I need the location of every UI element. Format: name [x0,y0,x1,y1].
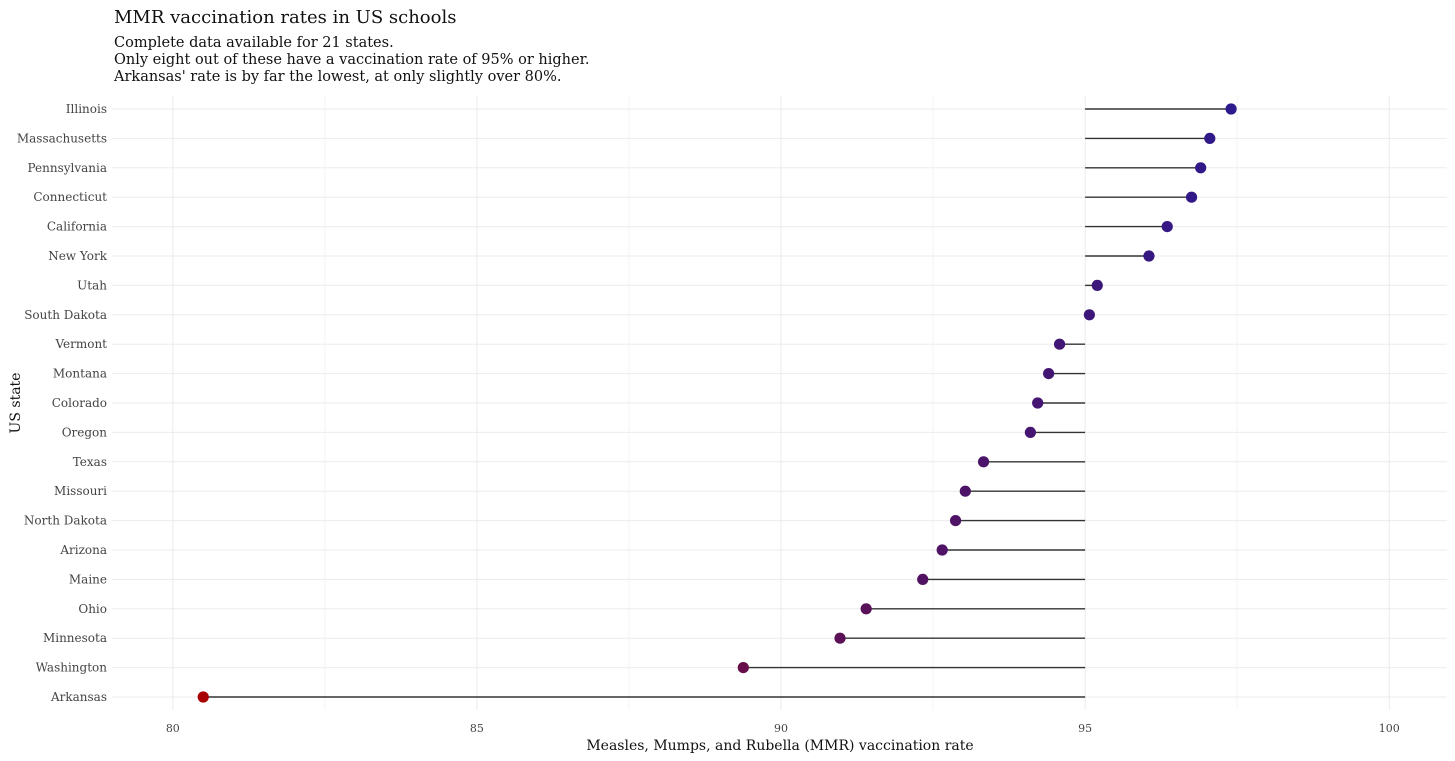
y-tick-label: Arizona [59,543,107,557]
data-point [949,515,962,527]
chart-subtitle-line-1: Complete data available for 21 states. [114,35,394,51]
y-tick-label: New York [48,249,108,263]
data-point [936,544,948,556]
data-point [1225,103,1237,115]
data-point [1143,250,1155,262]
y-tick-label: Illinois [66,102,107,116]
y-tick-label: South Dakota [24,308,107,322]
y-tick-label: Washington [36,661,108,675]
y-tick-label: California [47,220,107,234]
data-point [1204,132,1216,144]
data-point [1161,221,1173,233]
y-tick-label: North Dakota [24,514,107,528]
x-tick-label: 85 [470,722,484,735]
y-tick-label: Connecticut [33,190,107,204]
data-point [737,662,749,674]
data-point [1032,397,1044,409]
data-point [1053,338,1066,350]
data-point [834,632,846,644]
data-point [860,603,872,615]
x-tick-label: 90 [774,722,788,735]
y-tick-label: Texas [73,455,107,469]
chart-title: MMR vaccination rates in US schools [114,7,456,28]
chart-subtitle-line-3: Arkansas' rate is by far the lowest, at … [113,69,561,85]
lollipop-points [197,103,1237,703]
y-tick-label: Minnesota [43,631,107,645]
y-tick-label: Montana [53,367,107,381]
x-axis-tick-labels: 80 85 90 95 100 [166,722,1400,735]
data-point [1195,162,1207,174]
x-tick-label: 80 [166,722,180,735]
data-point [1091,279,1103,291]
y-tick-label: Arkansas [50,690,107,704]
y-axis-tick-labels: Illinois Massachusetts Pennsylvania Connect… [17,102,108,704]
y-tick-label: Missouri [54,484,107,498]
y-tick-label: Utah [77,278,107,292]
y-tick-label: Vermont [54,337,107,351]
y-tick-label: Massachusetts [17,131,107,145]
data-point [1024,426,1036,438]
data-point [977,456,990,468]
y-tick-label: Oregon [62,425,108,439]
y-tick-label: Maine [69,572,107,586]
x-tick-label: 95 [1078,722,1092,735]
y-tick-label: Ohio [78,602,107,616]
data-point [197,691,209,703]
data-point [917,573,929,586]
gridlines [112,96,1447,710]
data-point [1083,309,1095,321]
data-point [1043,368,1055,380]
y-tick-label: Colorado [52,396,107,410]
chart-subtitle-line-2: Only eight out of these have a vaccinati… [114,52,590,68]
y-axis-title: US state [8,373,24,434]
y-tick-label: Pennsylvania [27,161,107,175]
x-tick-label: 100 [1379,722,1400,735]
data-point [1185,191,1198,203]
data-point [959,485,971,497]
x-axis-title: Measles, Mumps, and Rubella (MMR) vaccin… [586,738,973,754]
